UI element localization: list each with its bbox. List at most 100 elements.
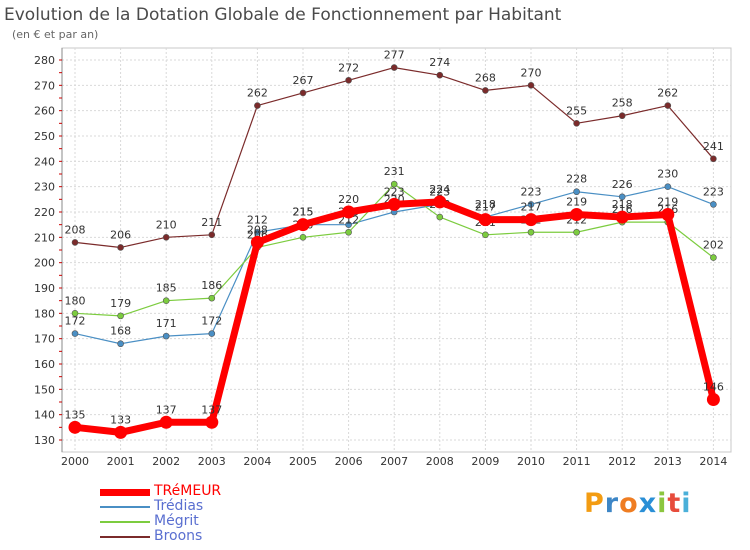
data-point-2 [299,234,307,241]
data-label-2: 179 [110,297,131,310]
y-tick-label: 230 [34,181,55,194]
data-point-3 [478,213,492,227]
data-point-0 [664,102,672,109]
x-tick-label: 2006 [335,455,363,468]
chart-subtitle: (en € et par an) [12,28,99,41]
data-point-3 [68,420,82,434]
data-label-1: 218 [475,198,496,211]
data-label-1: 215 [293,206,314,219]
data-point-3 [205,415,219,429]
data-label-3: 135 [65,408,86,421]
x-tick-label: 2004 [243,455,271,468]
data-point-1 [664,183,672,190]
chart-title: Evolution de la Dotation Globale de Fonc… [4,5,562,25]
data-point-0 [710,155,717,163]
y-tick-label: 200 [34,257,55,270]
data-point-0 [162,234,170,241]
x-tick-label: 2008 [426,455,454,468]
legend-label: Mégrit [154,513,199,529]
data-label-0: 211 [201,216,222,229]
y-tick-label: 280 [34,54,55,67]
data-label-0: 274 [429,56,450,69]
data-label-2: 185 [156,282,177,295]
data-label-3: 219 [566,196,587,209]
data-label-0: 272 [338,61,359,74]
data-point-2 [482,231,489,239]
y-tick-label: 150 [34,383,55,396]
data-point-3 [342,205,356,219]
data-point-2 [345,228,352,236]
data-label-1: 168 [110,325,131,338]
data-point-3 [114,425,128,439]
data-label-3: 217 [521,201,542,214]
data-label-0: 258 [612,97,633,110]
logo-letter: t [667,488,682,519]
legend-swatch [100,506,150,508]
data-point-3 [159,415,173,429]
x-tick-label: 2011 [563,455,591,468]
y-tick-label: 140 [34,409,55,422]
data-label-0: 206 [110,228,131,241]
data-point-0 [345,76,352,84]
data-label-1: 223 [429,185,450,198]
data-point-0 [299,89,307,97]
y-tick-label: 180 [34,307,55,320]
data-label-0: 277 [384,49,405,62]
x-tick-label: 2014 [699,455,727,468]
data-point-3 [661,208,675,222]
x-tick-label: 2013 [654,455,682,468]
data-label-3: 219 [657,196,678,209]
data-point-1 [573,188,580,196]
legend-swatch [100,521,150,523]
y-tick-label: 270 [34,79,55,92]
data-point-1 [527,201,535,208]
data-label-0: 262 [657,87,678,100]
data-label-1: 226 [612,178,633,191]
data-point-0 [117,244,124,251]
x-tick-label: 2012 [608,455,636,468]
data-point-2 [390,180,398,188]
data-point-3 [433,195,447,209]
data-label-3: 223 [384,185,405,198]
y-tick-label: 190 [34,282,55,295]
x-tick-label: 2005 [289,455,317,468]
legend-label: TRéMEUR [154,483,222,499]
data-label-2: 180 [65,294,86,307]
data-label-1: 212 [247,213,268,226]
data-label-2: 216 [612,203,633,216]
data-label-3: 137 [156,403,177,416]
legend-swatch [100,488,150,496]
data-label-3: 217 [475,201,496,214]
logo-letter: o [619,488,639,519]
data-point-1 [254,228,261,236]
data-point-0 [254,102,261,109]
data-label-3: 220 [338,193,359,206]
data-point-1 [345,221,352,228]
y-tick-label: 170 [34,333,55,346]
x-tick-label: 2001 [107,455,135,468]
x-tick-label: 2010 [517,455,545,468]
data-label-1: 172 [65,315,86,328]
x-tick-label: 2000 [61,455,89,468]
data-label-1: 228 [566,173,587,186]
data-label-1: 172 [201,315,222,328]
data-label-3: 208 [247,223,268,236]
logo-letter: x [638,488,658,519]
data-label-1: 230 [657,168,678,181]
data-label-1: 171 [156,317,177,330]
data-label-3: 224 [429,183,450,196]
data-point-3 [570,208,584,222]
data-point-3 [387,197,401,211]
data-point-1 [710,201,717,208]
data-point-0 [71,239,79,246]
data-point-0 [482,87,489,94]
data-point-2 [710,254,717,261]
data-label-0: 267 [293,74,314,87]
x-tick-label: 2002 [152,455,180,468]
y-tick-label: 130 [34,434,55,447]
data-label-2: 202 [703,239,724,252]
data-label-0: 268 [475,71,496,84]
proxiti-logo: Proxiti [584,488,692,519]
legend-label: Broons [154,528,203,544]
